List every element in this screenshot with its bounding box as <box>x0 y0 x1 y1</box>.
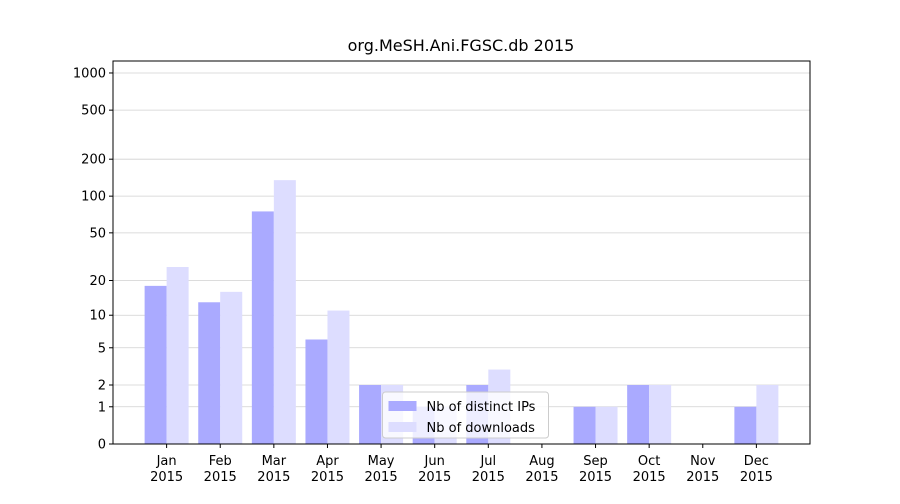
legend-label: Nb of downloads <box>427 421 536 436</box>
bar <box>756 385 779 444</box>
bar <box>166 267 189 444</box>
bar <box>305 339 328 444</box>
bar <box>273 180 296 444</box>
x-tick-label: Nov 2015 <box>686 454 719 485</box>
x-tick-label: Aug 2015 <box>525 454 558 485</box>
x-tick-label: Jan 2015 <box>150 454 183 485</box>
legend-swatch <box>388 401 417 411</box>
bar <box>251 211 274 444</box>
y-tick-label: 200 <box>81 153 106 168</box>
bar <box>359 385 382 444</box>
x-tick-label: Jul 2015 <box>472 454 505 485</box>
x-tick-label: May 2015 <box>365 454 398 485</box>
y-tick-label: 2 <box>98 379 106 394</box>
x-tick-label: Apr 2015 <box>311 454 344 485</box>
y-tick-label: 5 <box>98 341 106 356</box>
y-tick-label: 50 <box>89 226 106 241</box>
plot-frame <box>112 60 811 445</box>
x-tick-label: Jun 2015 <box>418 454 451 485</box>
y-tick-label: 10 <box>89 309 106 324</box>
x-tick-label: Mar 2015 <box>257 454 290 485</box>
y-tick-label: 1000 <box>73 66 106 81</box>
x-tick-label: Dec 2015 <box>740 454 773 485</box>
y-tick-label: 100 <box>81 190 106 205</box>
legend-label: Nb of distinct IPs <box>427 400 536 415</box>
y-tick-label: 20 <box>89 274 106 289</box>
bar <box>627 385 650 444</box>
bar <box>573 406 596 444</box>
bar <box>734 406 757 444</box>
bar <box>220 291 243 444</box>
y-tick-label: 0 <box>98 438 106 453</box>
bar <box>198 302 221 444</box>
bar <box>595 406 618 444</box>
y-tick-label: 500 <box>81 104 106 119</box>
x-tick-label: Feb 2015 <box>204 454 237 485</box>
legend-swatch <box>388 422 417 432</box>
chart-title: org.MeSH.Ani.FGSC.db 2015 <box>348 36 575 55</box>
bar <box>327 310 350 444</box>
x-tick-label: Sep 2015 <box>579 454 612 485</box>
y-tick-label: 1 <box>98 400 106 415</box>
bar <box>144 285 167 444</box>
x-tick-label: Oct 2015 <box>633 454 666 485</box>
legend-box <box>382 391 549 439</box>
bar <box>649 385 672 444</box>
